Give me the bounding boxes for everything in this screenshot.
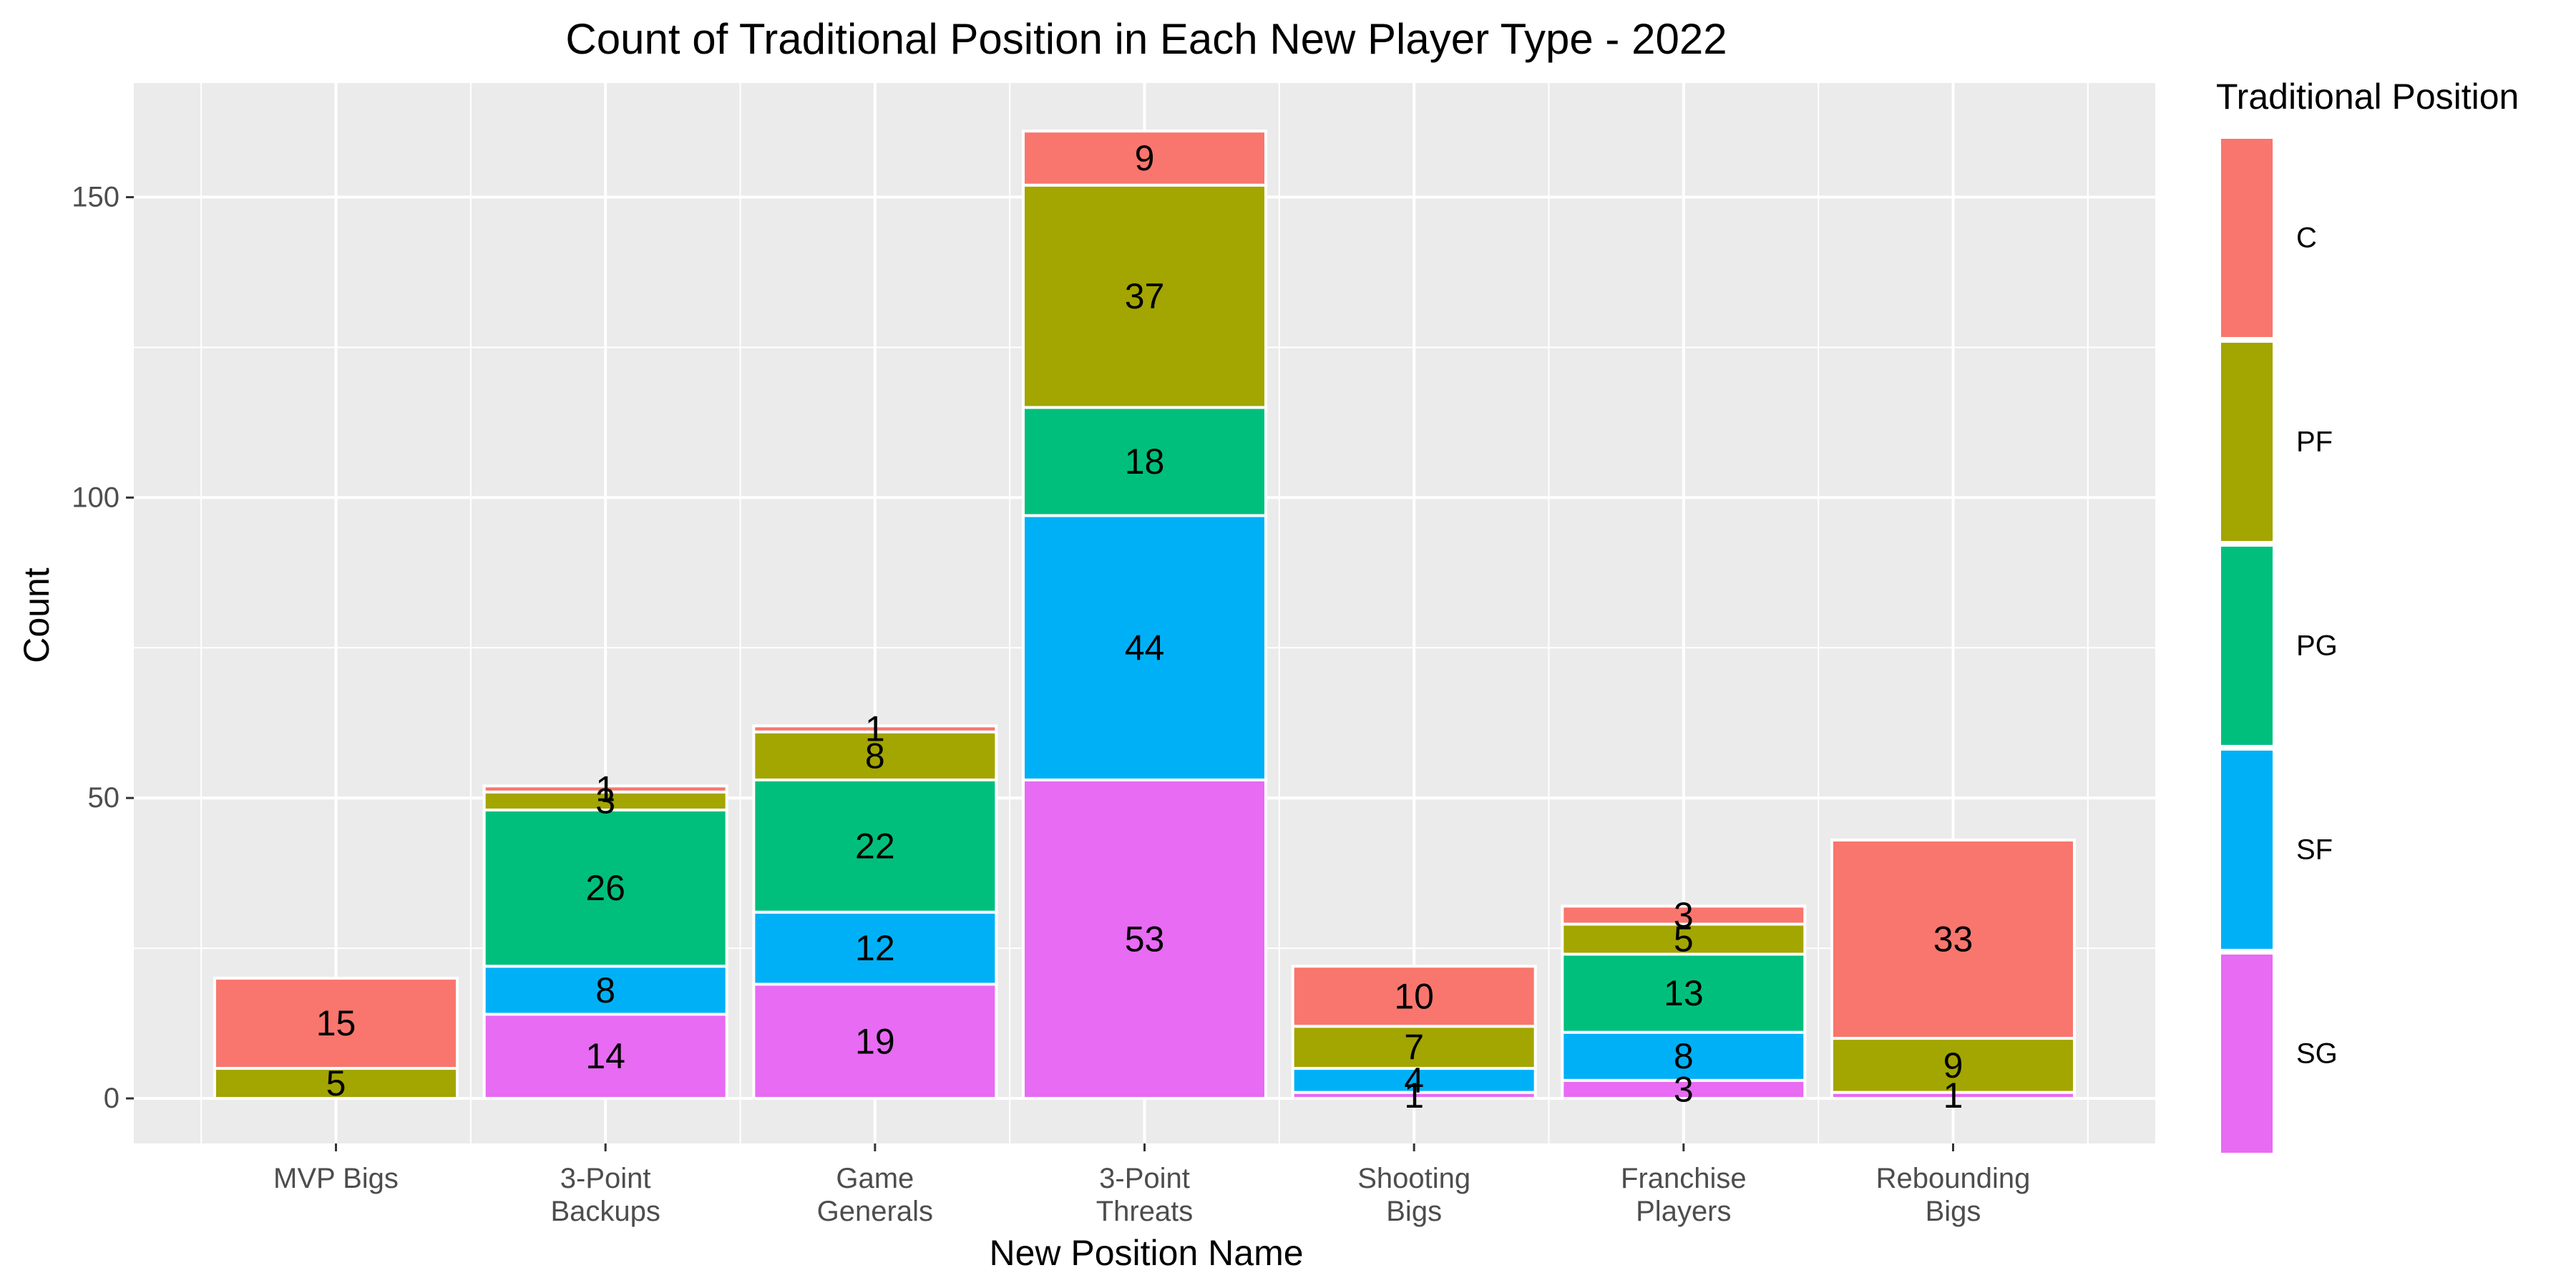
bar-segment-pg <box>1561 952 1807 1034</box>
bar-segment-pf <box>752 730 998 782</box>
y-tick-label: 50 <box>88 782 120 814</box>
bar-value-label: 3 <box>1674 895 1694 935</box>
x-tick-label: 3-Point Threats <box>1096 1163 1194 1227</box>
bar-segment-c <box>1022 130 1267 187</box>
bar-segment-sf <box>1022 514 1267 782</box>
x-axis: MVP Bigs 3-Point Backups Game Generals 3-Poin… <box>273 1143 2030 1227</box>
bar-value-label: 12 <box>855 928 895 968</box>
bar-value-label: 9 <box>1943 1045 1963 1085</box>
bars <box>213 130 2076 1101</box>
legend-key-c <box>2215 133 2278 343</box>
x-tick-label: Game Generals <box>817 1163 933 1227</box>
bar-value-label: 15 <box>316 1003 356 1043</box>
bar-segment-pf <box>1022 183 1267 409</box>
legend-key-sg <box>2215 949 2278 1158</box>
bar-segment-c <box>1561 904 1807 926</box>
legend-label: SF <box>2296 834 2333 866</box>
x-tick-label: MVP Bigs <box>273 1163 399 1194</box>
chart-title: Count of Traditional Position in Each Ne… <box>565 15 1727 63</box>
bar-value-label: 8 <box>595 970 615 1010</box>
bar-segment-c <box>752 724 998 733</box>
bar-value-label: 3 <box>595 781 615 821</box>
bar-value-label: 1 <box>1404 1075 1424 1116</box>
bar-value-label: 5 <box>326 1063 346 1103</box>
bar-segment-sg <box>482 1013 728 1101</box>
legend-label: SG <box>2296 1038 2338 1070</box>
bar-value-label: 8 <box>1674 1036 1694 1076</box>
bar-value-label: 1 <box>865 709 885 749</box>
bar-value-label: 26 <box>585 868 625 908</box>
x-tick-label: Franchise Players <box>1621 1163 1747 1227</box>
legend-label: PG <box>2296 630 2338 662</box>
bar-segment-c <box>1291 965 1537 1028</box>
bar-value-label: 8 <box>865 736 885 776</box>
bar-value-label: 5 <box>1674 919 1694 960</box>
bar-value-label: 37 <box>1125 276 1165 316</box>
bar-segment-c <box>482 784 728 794</box>
y-tick-label: 0 <box>104 1083 119 1114</box>
legend: Traditional Position C PF PG SF SG <box>2215 77 2519 1158</box>
bar-segment-sf <box>1291 1067 1537 1094</box>
y-tick-label: 100 <box>72 482 119 513</box>
x-tick-label: Rebounding Bigs <box>1876 1163 2031 1227</box>
bar-segment-sf <box>1561 1030 1807 1082</box>
bar-segment-sg <box>752 982 998 1101</box>
bar-value-label: 19 <box>855 1021 895 1061</box>
bar-value-label: 7 <box>1404 1028 1424 1068</box>
x-tick-label: 3-Point Backups <box>550 1163 660 1227</box>
legend-key-sf <box>2215 745 2278 955</box>
bar-value-label: 1 <box>595 769 615 809</box>
bar-value-label: 9 <box>1135 138 1155 178</box>
bar-value-label: 14 <box>585 1036 625 1076</box>
bar-value-label: 1 <box>1943 1075 1963 1116</box>
bar-segment-sg <box>1022 779 1267 1101</box>
legend-key-pg <box>2215 541 2278 751</box>
bar-value-label: 33 <box>1933 919 1974 960</box>
bar-value-label: 3 <box>1674 1069 1694 1109</box>
bar-segment-sf <box>482 965 728 1016</box>
x-tick-label: Shooting Bigs <box>1357 1163 1470 1227</box>
bar-segment-pf <box>1830 1037 2076 1094</box>
legend-title: Traditional Position <box>2216 77 2519 117</box>
bar-value-labels: 5151482631191222815344183791471038135319… <box>316 138 1974 1116</box>
bar-value-label: 18 <box>1125 441 1165 482</box>
y-axis: 0 50 100 150 <box>72 182 134 1114</box>
bar-value-label: 22 <box>855 826 895 866</box>
legend-key-pf <box>2215 337 2278 547</box>
bar-value-label: 4 <box>1404 1060 1424 1101</box>
bar-value-label: 10 <box>1394 976 1434 1016</box>
x-axis-title: New Position Name <box>989 1233 1303 1273</box>
y-tick-label: 150 <box>72 182 119 213</box>
legend-label: C <box>2296 223 2317 254</box>
bar-value-label: 13 <box>1664 973 1704 1013</box>
bar-value-label: 53 <box>1125 919 1165 960</box>
bar-segment-pg <box>482 808 728 968</box>
bar-value-label: 44 <box>1125 628 1165 668</box>
bar-segment-sf <box>752 910 998 986</box>
bar-segment-c <box>213 977 459 1070</box>
bar-segment-pg <box>752 779 998 914</box>
legend-label: PF <box>2296 426 2333 458</box>
y-axis-title: Count <box>16 567 57 663</box>
bar-segment-c <box>1830 838 2076 1040</box>
